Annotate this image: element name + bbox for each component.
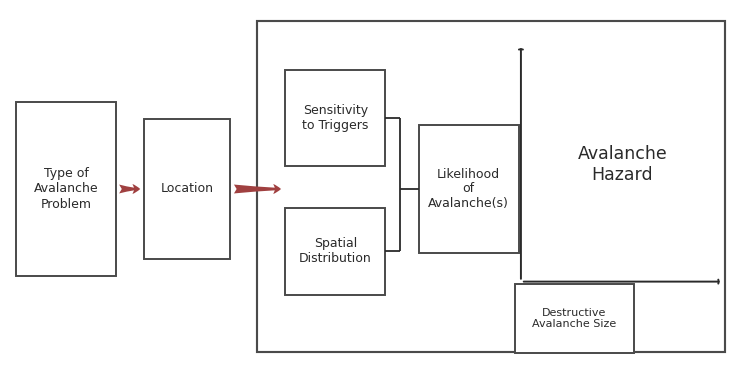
FancyBboxPatch shape bbox=[144, 119, 230, 259]
Text: Likelihood
of
Avalanche(s): Likelihood of Avalanche(s) bbox=[428, 167, 509, 211]
FancyBboxPatch shape bbox=[419, 125, 519, 253]
FancyBboxPatch shape bbox=[285, 208, 385, 295]
Text: Destructive
Avalanche Size: Destructive Avalanche Size bbox=[532, 308, 617, 329]
Text: Avalanche
Hazard: Avalanche Hazard bbox=[577, 145, 668, 184]
FancyBboxPatch shape bbox=[515, 284, 634, 353]
FancyBboxPatch shape bbox=[16, 102, 116, 276]
Text: Sensitivity
to Triggers: Sensitivity to Triggers bbox=[302, 104, 368, 132]
Text: Location: Location bbox=[161, 183, 213, 195]
Text: Type of
Avalanche
Problem: Type of Avalanche Problem bbox=[34, 167, 99, 211]
Text: Spatial
Distribution: Spatial Distribution bbox=[299, 237, 372, 265]
FancyBboxPatch shape bbox=[257, 21, 725, 352]
FancyBboxPatch shape bbox=[285, 70, 385, 166]
